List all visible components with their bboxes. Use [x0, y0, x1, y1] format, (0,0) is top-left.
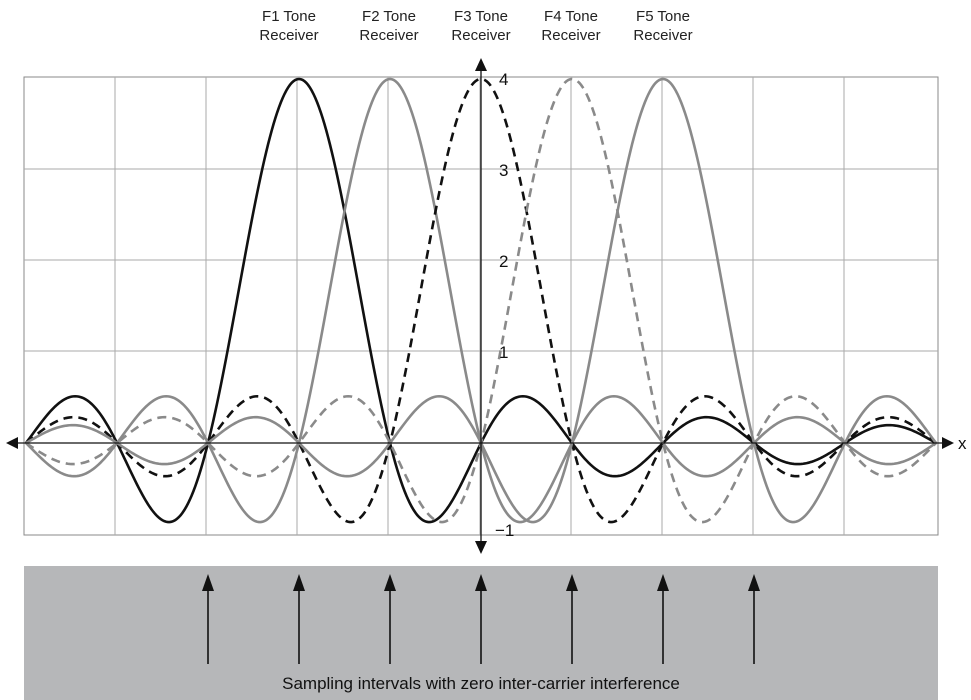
sampling-arrow-head: [657, 574, 669, 591]
sampling-arrow-head: [384, 574, 396, 591]
y-tick-label: 1: [499, 343, 508, 362]
sampling-caption: Sampling intervals with zero inter-carri…: [24, 674, 938, 694]
sampling-arrow-head: [202, 574, 214, 591]
sampling-arrow-head: [475, 574, 487, 591]
sampling-arrow-head: [566, 574, 578, 591]
y-axis-arrow-top: [475, 58, 487, 71]
x-axis-arrow-right: [942, 437, 954, 449]
y-tick-label: 3: [499, 161, 508, 180]
y-tick-label: 2: [499, 252, 508, 271]
y-axis-arrow-bottom: [475, 541, 487, 554]
y-tick-label-min: −1: [495, 521, 514, 540]
y-tick-label: 4: [499, 70, 508, 89]
sampling-arrow-head: [293, 574, 305, 591]
x-axis-arrow-left: [6, 437, 18, 449]
x-axis-label: x: [958, 434, 967, 453]
sampling-arrow-head: [748, 574, 760, 591]
